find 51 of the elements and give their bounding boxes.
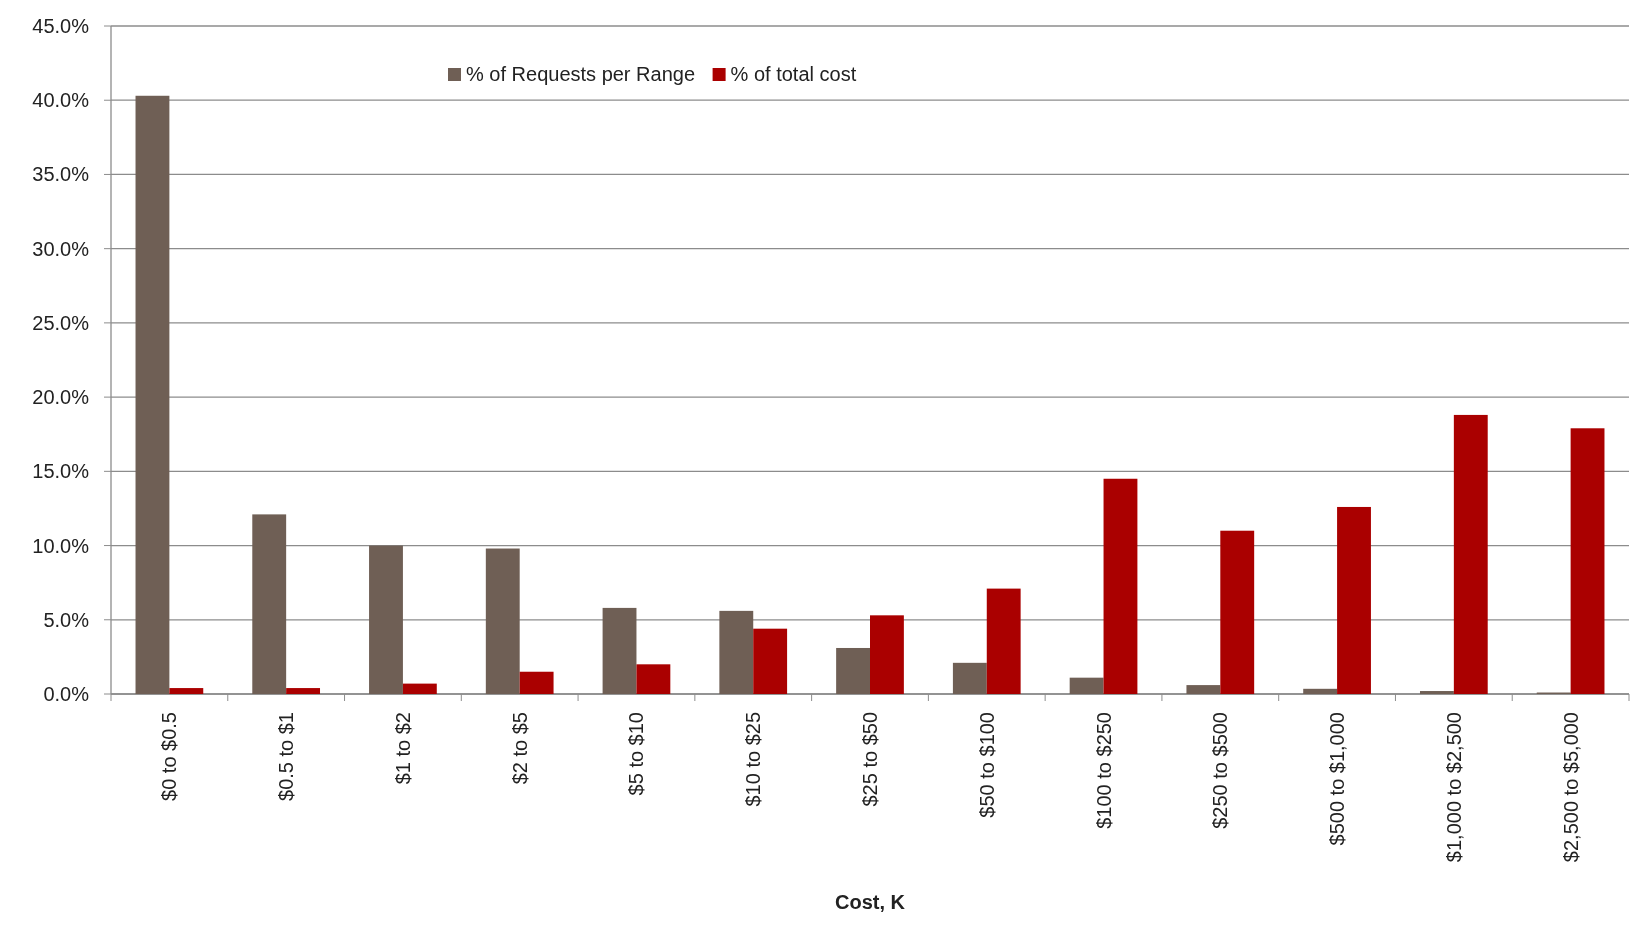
legend-label: % of total cost: [730, 63, 857, 85]
x-tick-label: $2 to $5: [508, 712, 531, 785]
y-tick-label: 35.0%: [32, 163, 90, 186]
x-tick-label: $1 to $2: [391, 712, 414, 785]
bar: [369, 545, 403, 694]
bar: [252, 514, 287, 694]
bar: [1069, 677, 1104, 694]
y-tick-label: 25.0%: [32, 311, 90, 334]
x-tick-label: $50 to $100: [975, 712, 998, 818]
x-tick-label: $0.5 to $1: [275, 712, 298, 801]
bar: [485, 548, 520, 694]
bar: [952, 662, 987, 694]
bar: [1103, 478, 1138, 694]
bar: [602, 607, 637, 694]
bar: [135, 95, 170, 694]
bar: [169, 688, 204, 694]
bar: [986, 588, 1021, 694]
bar: [1570, 428, 1605, 694]
bar: [1303, 688, 1338, 694]
y-tick-label: 5.0%: [43, 608, 90, 631]
bar: [636, 664, 671, 694]
x-tick-label: $10 to $25: [742, 712, 765, 807]
legend-label: % of Requests per Range: [466, 63, 696, 85]
bar: [719, 610, 754, 694]
x-tick-label: $2,500 to $5,000: [1559, 712, 1582, 863]
x-tick-label: $100 to $250: [1092, 712, 1115, 829]
x-tick-label: $500 to $1,000: [1326, 712, 1349, 846]
y-tick-label: 10.0%: [32, 534, 90, 557]
y-tick-label: 0.0%: [43, 683, 90, 705]
x-tick-label: $25 to $50: [859, 712, 881, 807]
bar: [402, 683, 437, 694]
bar: [836, 647, 870, 694]
bar: [286, 688, 321, 694]
y-tick-label: 30.0%: [32, 237, 90, 260]
y-tick-label: 15.0%: [32, 460, 90, 483]
bar: [870, 615, 904, 694]
bar: [519, 671, 554, 694]
x-tick-label: $5 to $10: [625, 712, 648, 796]
bar: [1453, 414, 1488, 694]
x-axis-title: Cost, K: [835, 891, 906, 913]
x-tick-label: $0 to $0.5: [158, 712, 181, 801]
bar: [1337, 506, 1371, 694]
bar: [1419, 691, 1454, 694]
bar: [753, 628, 788, 694]
y-tick-label: 45.0%: [32, 15, 90, 37]
bar: [1186, 685, 1221, 694]
x-tick-label: $1,000 to $2,500: [1442, 712, 1465, 863]
bar: [1220, 530, 1255, 694]
y-tick-label: 20.0%: [32, 386, 90, 409]
x-tick-label: $250 to $500: [1209, 712, 1232, 829]
y-tick-label: 40.0%: [32, 89, 90, 112]
